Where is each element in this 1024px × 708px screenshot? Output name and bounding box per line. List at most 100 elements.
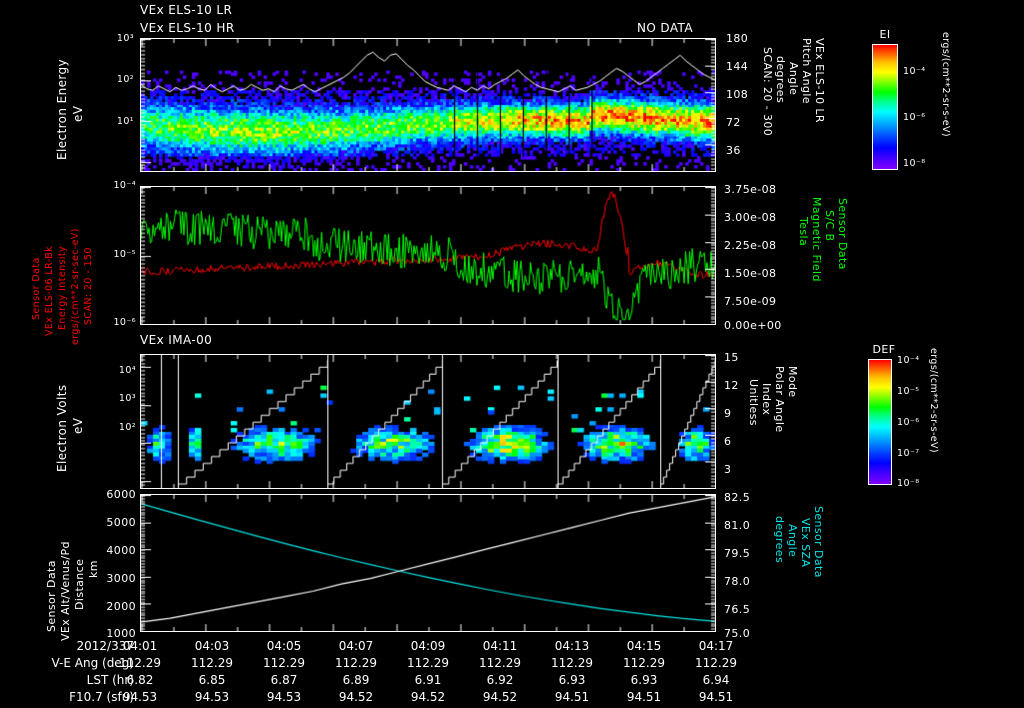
panel4-ytick-3000: 3000	[106, 572, 136, 585]
panel3-right-label-2: Polar Angle	[773, 366, 786, 433]
colorbar1-tick-1e-4: 10⁻⁴	[903, 66, 926, 77]
panel4-right-tick-81-0: 81.0	[724, 519, 751, 532]
lst-row-cell: 6.85	[198, 673, 226, 687]
time-row-cell: 04:11	[482, 639, 518, 653]
panel2-right-label-2: S/C B	[823, 210, 836, 242]
panel3-title: VEx IMA-00	[140, 333, 213, 347]
panel3-right-tick-15: 15	[724, 351, 739, 364]
time-axis-table: 2012/337 04:01 04:03 04:05 04:07 04:09 04:11 04…	[0, 638, 1024, 708]
header-title-lr: VEx ELS-10 LR	[140, 3, 233, 17]
panel2-right-tick-3: 2.25e-08	[724, 239, 777, 252]
f107-row-label: F10.7 (sfu)	[69, 690, 134, 704]
panel1-ytick-10: 10¹	[116, 116, 134, 127]
f107-row-cell: 94.52	[482, 690, 518, 704]
time-row-cell: 04:13	[554, 639, 590, 653]
lst-row-cell: 6.94	[702, 673, 730, 687]
header-no-data: NO DATA	[637, 21, 693, 35]
panel2-right-tick-5: 7.50e-09	[724, 295, 777, 308]
ve-ang-row-cell: 112.29	[479, 656, 521, 670]
ve-ang-row: V-E Ang (deg) 112.29 112.29 112.29 112.29 112…	[0, 655, 1024, 671]
els-spectrogram-canvas	[141, 39, 715, 171]
panel2-ytick-1e-5: 10⁻⁵	[113, 249, 136, 260]
colorbar2-label: DEF	[872, 343, 896, 356]
colorbar2-tick-1e-8: 10⁻⁸	[897, 478, 920, 489]
panel1-right-label-1: Pitch Angle	[800, 38, 813, 104]
panel1-right-label-2: VEx ELS-10 LR	[813, 38, 826, 123]
time-row-cell: 04:09	[410, 639, 446, 653]
panel3-ytick-1e3: 10³	[118, 393, 136, 404]
panel-els-spectrogram	[140, 38, 716, 172]
panel3-right-tick-6: 6	[724, 435, 732, 448]
panel1-ytick-1000: 10³	[116, 33, 134, 44]
altitude-sza-canvas	[141, 495, 715, 631]
panel1-right-tick-108: 108	[726, 88, 749, 101]
f107-row-cell: 94.52	[410, 690, 446, 704]
header-title-hr: VEx ELS-10 HR	[140, 21, 235, 35]
panel4-ytick-6000: 6000	[106, 488, 136, 501]
panel1-ytick-100: 10²	[116, 74, 134, 85]
colorbar2-tick-1e-4: 10⁻⁴	[897, 355, 920, 366]
time-row-cell: 04:01	[122, 639, 158, 653]
panel2-left-label-3: Energy Intensity	[57, 245, 68, 330]
panel4-right-label-2: VEx SZA	[799, 518, 812, 568]
ve-ang-row-cell: 112.29	[191, 656, 233, 670]
panel3-ytick-1e2: 10²	[118, 422, 136, 433]
panel3-right-label-4: Unitless	[747, 379, 760, 426]
f107-row-cell: 94.53	[194, 690, 230, 704]
ve-ang-row-cell: 112.29	[263, 656, 305, 670]
lst-row-cell: 6.87	[270, 673, 298, 687]
panel1-left-axis-label-2: eV	[71, 105, 85, 122]
panel2-right-tick-1: 3.75e-08	[724, 183, 777, 196]
panel2-left-label-4: ergs/(cm**2-sr-sec-eV)	[70, 228, 81, 345]
panel3-right-tick-9: 9	[724, 407, 732, 420]
panel4-right-tick-82-5: 82.5	[724, 491, 751, 504]
lst-row-cell: 6.93	[558, 673, 586, 687]
f107-row: F10.7 (sfu) 94.53 94.53 94.53 94.52 94.52 94.5…	[0, 689, 1024, 705]
time-row-cell: 04:03	[194, 639, 230, 653]
panel3-right-tick-3: 3	[724, 463, 732, 476]
panel2-left-label-1: Sensor Data	[31, 257, 42, 320]
ve-ang-row-cell: 112.29	[119, 656, 161, 670]
f107-row-cell: 94.53	[122, 690, 158, 704]
panel4-left-label-3: Distance	[73, 558, 86, 610]
lst-row-cell: 6.91	[414, 673, 442, 687]
ve-ang-row-cell: 112.29	[695, 656, 737, 670]
time-row-cell: 04:05	[266, 639, 302, 653]
lst-row-label: LST (hr)	[86, 673, 134, 687]
lst-row-cell: 6.89	[342, 673, 370, 687]
panel3-ytick-1e4: 10⁴	[118, 365, 136, 376]
panel1-right-label-3: Angle	[787, 62, 800, 96]
panel1-right-tick-72: 72	[726, 116, 741, 129]
panel2-right-label-4: Tesla	[797, 217, 810, 247]
panel1-right-label-4: degrees	[774, 56, 787, 104]
panel3-left-label-1: Electron Volts	[55, 384, 69, 472]
panel2-right-tick-4: 1.50e-08	[724, 267, 777, 280]
panel2-right-tick-2: 3.00e-08	[724, 211, 777, 224]
ve-ang-row-label: V-E Ang (deg)	[51, 656, 134, 670]
panel4-right-tick-75-0: 75.0	[724, 627, 751, 640]
f107-row-cell: 94.51	[554, 690, 590, 704]
panel4-right-label-4: degrees	[773, 516, 786, 564]
f107-row-cell: 94.51	[626, 690, 662, 704]
panel1-left-axis-label-1: Electron Energy	[55, 58, 69, 160]
lst-row-cell: 6.93	[630, 673, 658, 687]
panel2-ytick-1e-4: 10⁻⁴	[113, 180, 136, 191]
colorbar1-tick-1e-6: 10⁻⁶	[903, 112, 926, 123]
panel2-left-scan-note: SCAN: 20 - 150	[83, 247, 94, 325]
panel2-ytick-1e-6: 10⁻⁶	[113, 317, 136, 328]
colorbar2-tick-1e-7: 10⁻⁷	[897, 448, 920, 459]
panel4-ytick-5000: 5000	[106, 516, 136, 529]
panel4-right-tick-79-5: 79.5	[724, 547, 751, 560]
panel-energy-intensity-bfield	[140, 186, 716, 325]
colorbar1-label: EI	[879, 28, 891, 41]
panel4-ytick-1000: 1000	[106, 627, 136, 640]
panel2-left-label-2: VEx ELS-06 LR-Bk	[44, 245, 55, 336]
time-row-label: 2012/337	[76, 639, 135, 653]
panel3-right-label-1: Mode	[786, 366, 799, 398]
panel3-left-label-2: eV	[71, 417, 85, 434]
ve-ang-row-cell: 112.29	[623, 656, 665, 670]
panel4-right-label-3: Angle	[786, 524, 799, 558]
panel4-right-tick-76-5: 76.5	[724, 603, 751, 616]
panel2-right-label-3: Magnetic Field	[810, 197, 823, 282]
